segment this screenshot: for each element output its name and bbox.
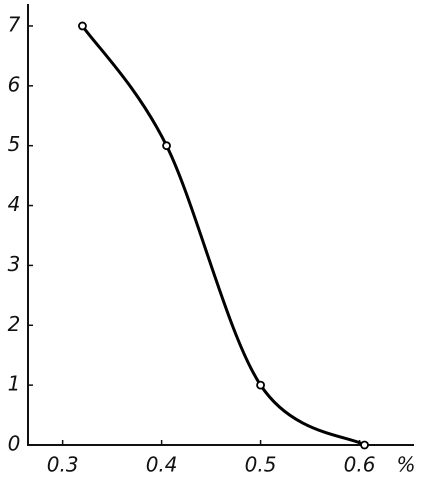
y-tick-label: 0 [8,432,21,456]
y-tick-label: 7 [8,12,21,36]
curve [81,25,366,447]
x-axis-label: % [396,453,415,477]
y-tick-label: 4 [8,192,21,216]
point [162,141,171,151]
point [256,380,265,390]
point [78,21,87,31]
x-tick-label: 0.3 [47,453,79,477]
y-tick-label: 1 [8,372,21,396]
y-tick-label: 5 [8,132,21,156]
x-tick-label: 0.6 [344,453,376,477]
y-tick-label: 3 [8,252,21,276]
x-tick-label: 0.5 [245,453,277,477]
x-tick-label: 0.4 [146,453,178,477]
y-tick-label: 6 [8,72,21,96]
y-tick-label: 2 [8,312,21,336]
point [360,440,369,450]
